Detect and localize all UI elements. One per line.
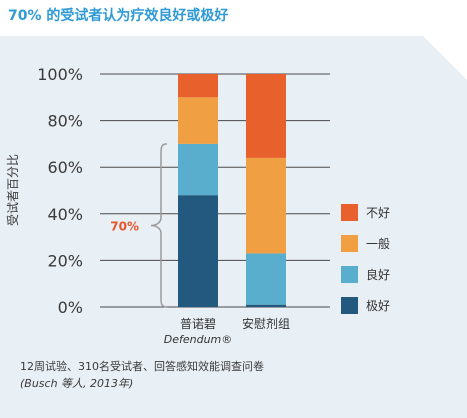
bar-segment bbox=[246, 304, 286, 307]
y-tick-labels: 0% 20% 40% 60% 80% 100% bbox=[37, 65, 83, 317]
bar-segment bbox=[178, 74, 218, 98]
legend-swatch bbox=[341, 204, 358, 221]
y-tick-label: 0% bbox=[58, 298, 83, 317]
bar-segment bbox=[178, 195, 218, 307]
source-line-2: (Busch 等人, 2013年) bbox=[20, 377, 134, 390]
source-note: 12周试验、310名受试者、回答感知效能调查问卷 (Busch 等人, 2013… bbox=[20, 358, 264, 392]
source-line-1: 12周试验、310名受试者、回答感知效能调查问卷 bbox=[20, 360, 264, 373]
bar-segment bbox=[178, 143, 218, 196]
chart-panel bbox=[0, 36, 467, 418]
y-tick-label: 20% bbox=[47, 251, 83, 270]
bars-layer bbox=[178, 74, 286, 307]
annotation-label: 70% bbox=[110, 219, 139, 233]
y-tick-label: 60% bbox=[47, 158, 83, 177]
bar-segment bbox=[178, 97, 218, 144]
annotation-layer: 70% bbox=[110, 143, 168, 308]
legend-label: 良好 bbox=[366, 267, 390, 282]
category-sublabel: Defendum® bbox=[164, 333, 233, 346]
chart-title: 70% 的受试者认为疗效良好或极好 bbox=[8, 8, 229, 24]
legend-label: 极好 bbox=[366, 299, 390, 313]
legend-swatch bbox=[341, 297, 358, 314]
category-label: 普诺碧 bbox=[180, 317, 216, 331]
category-label: 安慰剂组 bbox=[242, 316, 290, 331]
legend-label: 一般 bbox=[366, 236, 390, 251]
bar-segment bbox=[246, 157, 286, 254]
legend-swatch bbox=[341, 266, 358, 283]
y-axis-label: 受试者百分比 bbox=[5, 154, 20, 226]
panel-corner-fold bbox=[423, 36, 467, 80]
annotation-brace bbox=[150, 143, 168, 308]
legend-label: 不好 bbox=[366, 206, 390, 220]
y-tick-label: 40% bbox=[47, 205, 83, 224]
bar-segment bbox=[246, 74, 286, 158]
y-tick-label: 100% bbox=[37, 65, 83, 84]
y-tick-label: 80% bbox=[47, 112, 83, 131]
category-labels: 普诺碧 Defendum® 安慰剂组 bbox=[164, 316, 290, 346]
bar-segment bbox=[246, 253, 286, 305]
legend-swatch bbox=[341, 235, 358, 252]
